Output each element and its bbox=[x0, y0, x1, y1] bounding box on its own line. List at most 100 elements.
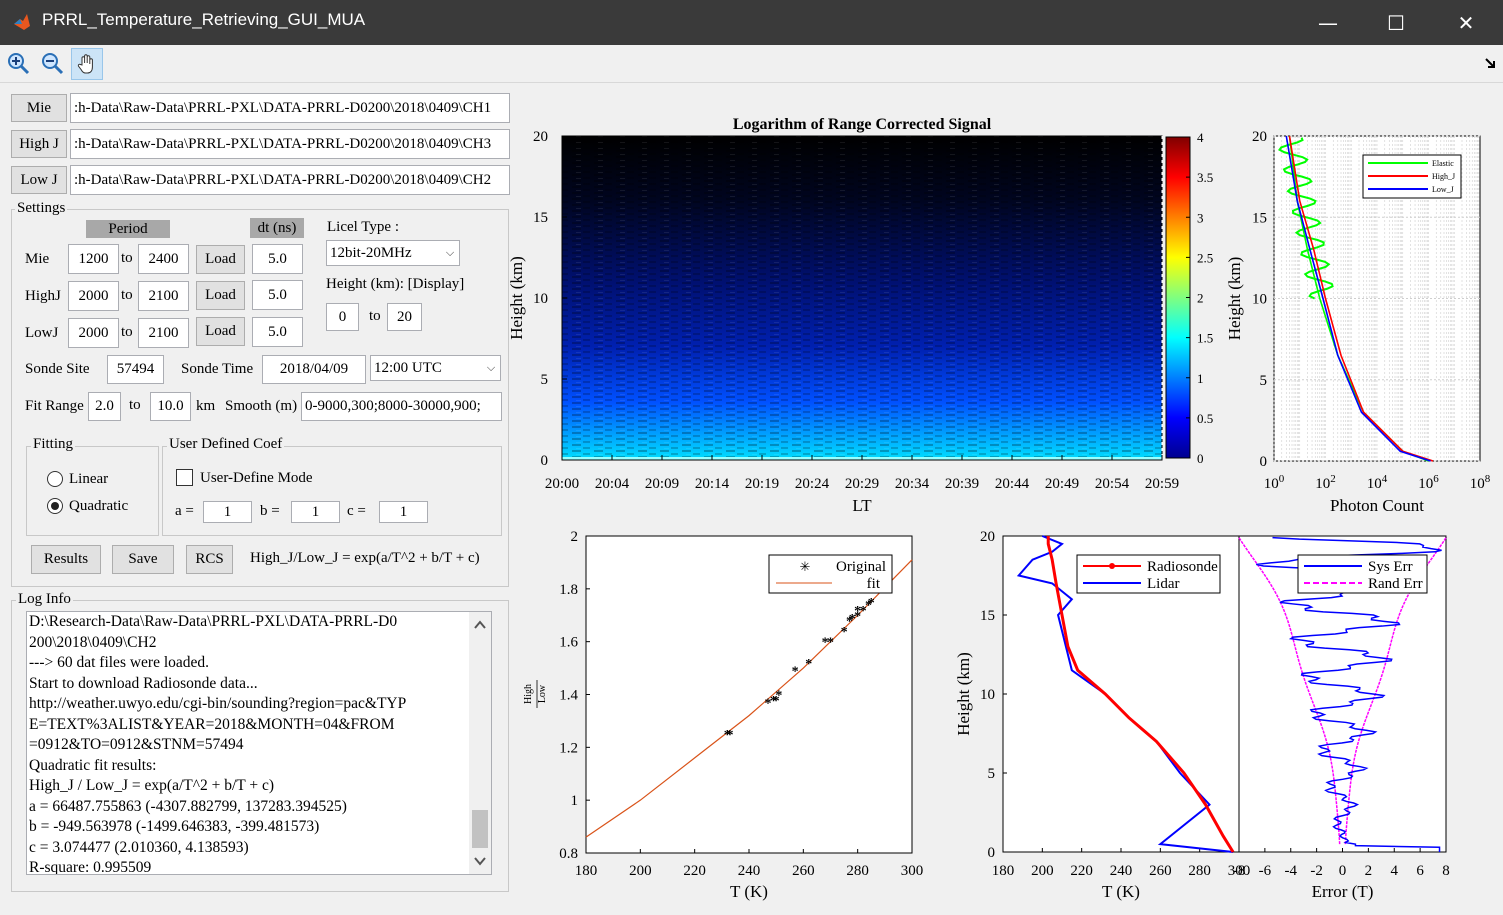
linear-radio[interactable] bbox=[47, 471, 63, 487]
user-define-mode-checkbox[interactable] bbox=[176, 469, 193, 486]
pan-hand-icon[interactable] bbox=[71, 48, 103, 80]
data-point: * bbox=[827, 636, 834, 651]
log-line: D:\Research-Data\Raw-Data\PRRL-PXL\DATA-… bbox=[29, 613, 398, 630]
highj-dt-input[interactable]: 5.0 bbox=[252, 280, 303, 310]
km-label: km bbox=[196, 398, 216, 414]
data-point: * bbox=[773, 694, 780, 709]
log-scrollbar[interactable] bbox=[469, 612, 491, 874]
temperature-profile-chart: 180 200 220 240 260 280 300 0 5 10 15 20 RadiosondeL… bbox=[954, 529, 1250, 901]
lowj-to-input[interactable]: 2100 bbox=[138, 318, 189, 348]
sonde-date-input[interactable]: 2018/04/09 bbox=[262, 355, 366, 384]
log-textarea[interactable]: D:\Research-Data\Raw-Data\PRRL-PXL\DATA-… bbox=[26, 611, 492, 875]
series-fit bbox=[585, 559, 913, 838]
fit-to-input[interactable]: 10.0 bbox=[150, 392, 191, 421]
save-button[interactable]: Save bbox=[112, 545, 174, 574]
lowj-file-button[interactable]: Low J bbox=[11, 166, 67, 194]
lowj-to-label: to bbox=[121, 324, 133, 340]
highj-path-field[interactable]: :h-Data\Raw-Data\PRRL-PXL\DATA-PRRL-D020… bbox=[70, 129, 510, 159]
highj-load-button[interactable]: Load bbox=[196, 281, 245, 310]
mie-load-button[interactable]: Load bbox=[196, 245, 245, 274]
lowj-from-input[interactable]: 2000 bbox=[68, 318, 119, 348]
licel-type-select[interactable]: 12bit-20MHz ⌵ bbox=[326, 240, 460, 266]
mie-dt-input[interactable]: 5.0 bbox=[252, 244, 303, 274]
x-tick-label: -8 bbox=[1233, 863, 1246, 879]
data-point: * bbox=[805, 657, 812, 672]
y-tick-label: 0.8 bbox=[559, 846, 578, 862]
zoom-in-icon[interactable] bbox=[3, 48, 33, 78]
height-to-input[interactable]: 20 bbox=[387, 303, 422, 331]
fit-formula-label: High_J/Low_J = exp(a/T^2 + b/T + c) bbox=[250, 550, 480, 566]
results-button[interactable]: Results bbox=[31, 545, 101, 574]
height-to-label: to bbox=[369, 308, 381, 324]
y-tick-label: 0 bbox=[988, 845, 996, 861]
smooth-input[interactable]: 0-9000,300;8000-30000,900; bbox=[301, 392, 502, 421]
x-axis-label: LT bbox=[852, 496, 872, 515]
mie-path-field[interactable]: :h-Data\Raw-Data\PRRL-PXL\DATA-PRRL-D020… bbox=[70, 93, 510, 123]
ratio-fit-chart: 180 200 220 240 260 280 3000.811.21.41.61.82**… bbox=[523, 529, 923, 901]
dt-header: dt (ns) bbox=[250, 218, 304, 238]
highj-file-button[interactable]: High J bbox=[11, 130, 67, 158]
mie-file-button[interactable]: Mie bbox=[11, 94, 67, 122]
row-label-highj: HighJ bbox=[25, 288, 61, 304]
sonde-site-input[interactable]: 57494 bbox=[107, 355, 164, 384]
lowj-path-field[interactable]: :h-Data\Raw-Data\PRRL-PXL\DATA-PRRL-D020… bbox=[70, 165, 510, 195]
b-label: b = bbox=[260, 503, 280, 519]
settings-group bbox=[11, 209, 509, 587]
x-tick-label: 2 bbox=[1365, 863, 1373, 879]
legend-marker bbox=[1109, 563, 1115, 569]
y-tick-label: 1.4 bbox=[559, 688, 578, 704]
heatmap-texture bbox=[562, 136, 1162, 460]
highj-from-input[interactable]: 2000 bbox=[68, 281, 119, 311]
close-button[interactable]: ✕ bbox=[1457, 10, 1475, 35]
highj-to-input[interactable]: 2100 bbox=[138, 281, 189, 311]
mie-from-input[interactable]: 1200 bbox=[68, 244, 119, 274]
x-axis-label: T (K) bbox=[1102, 882, 1140, 901]
lowj-load-button[interactable]: Load bbox=[196, 317, 245, 346]
zoom-out-icon[interactable] bbox=[37, 48, 67, 78]
colorbar-tick-label: 1.5 bbox=[1197, 331, 1213, 346]
legend-box bbox=[1297, 554, 1428, 594]
x-tick-label: 102 bbox=[1315, 473, 1336, 492]
x-tick-label: 8 bbox=[1442, 863, 1450, 879]
x-tick-label: 220 bbox=[683, 863, 706, 879]
x-tick-label: 20:00 bbox=[545, 476, 579, 492]
rcs-button[interactable]: RCS bbox=[186, 545, 233, 574]
x-tick-label: 300 bbox=[1228, 863, 1251, 879]
colorbar-tick-label: 0 bbox=[1197, 451, 1204, 466]
a-input[interactable]: 1 bbox=[203, 501, 252, 523]
y-tick-label: 20 bbox=[980, 529, 995, 545]
legend-box bbox=[1076, 554, 1221, 594]
lowj-dt-input[interactable]: 5.0 bbox=[252, 317, 303, 347]
sonde-hour-select[interactable]: 12:00 UTC ⌵ bbox=[370, 355, 501, 381]
x-tick-label: -6 bbox=[1259, 863, 1272, 879]
a-label: a = bbox=[175, 503, 194, 519]
y-axis-label-num: High bbox=[523, 684, 534, 704]
x-tick-label: 20:34 bbox=[895, 476, 930, 492]
x-axis-label: T (K) bbox=[730, 882, 768, 901]
x-tick-label: 20:59 bbox=[1145, 476, 1179, 492]
x-tick-label: 108 bbox=[1470, 473, 1491, 492]
minimize-button[interactable]: — bbox=[1318, 10, 1338, 35]
mie-to-input[interactable]: 2400 bbox=[138, 244, 189, 274]
data-point: * bbox=[724, 728, 731, 743]
fit-from-input[interactable]: 2.0 bbox=[88, 392, 121, 421]
height-from-input[interactable]: 0 bbox=[326, 303, 359, 331]
c-input[interactable]: 1 bbox=[379, 501, 428, 523]
figure-toolbar bbox=[0, 45, 1503, 83]
maximize-button[interactable]: ☐ bbox=[1387, 10, 1405, 35]
x-tick-label: -4 bbox=[1285, 863, 1298, 879]
chevron-down-icon: ⌵ bbox=[445, 246, 455, 259]
legend-label: Lidar bbox=[1147, 576, 1179, 592]
data-point: * bbox=[726, 728, 733, 743]
b-input[interactable]: 1 bbox=[291, 501, 340, 523]
title-bar: PRRL_Temperature_Retrieving_GUI_MUA — ☐ … bbox=[0, 0, 1503, 45]
x-tick-label: 20:49 bbox=[1045, 476, 1079, 492]
quadratic-radio[interactable] bbox=[47, 498, 63, 514]
quadratic-label: Quadratic bbox=[69, 498, 129, 514]
charts-canvas: Logarithm of Range Corrected Signal 20:00… bbox=[507, 116, 1491, 901]
dock-arrow-icon[interactable] bbox=[1484, 57, 1496, 74]
legend-label: Low_J bbox=[1432, 185, 1454, 194]
height-display-label: Height (km): [Display] bbox=[326, 276, 465, 292]
colorbar-tick-label: 0.5 bbox=[1197, 411, 1213, 426]
sonde-site-label: Sonde Site bbox=[25, 361, 90, 377]
